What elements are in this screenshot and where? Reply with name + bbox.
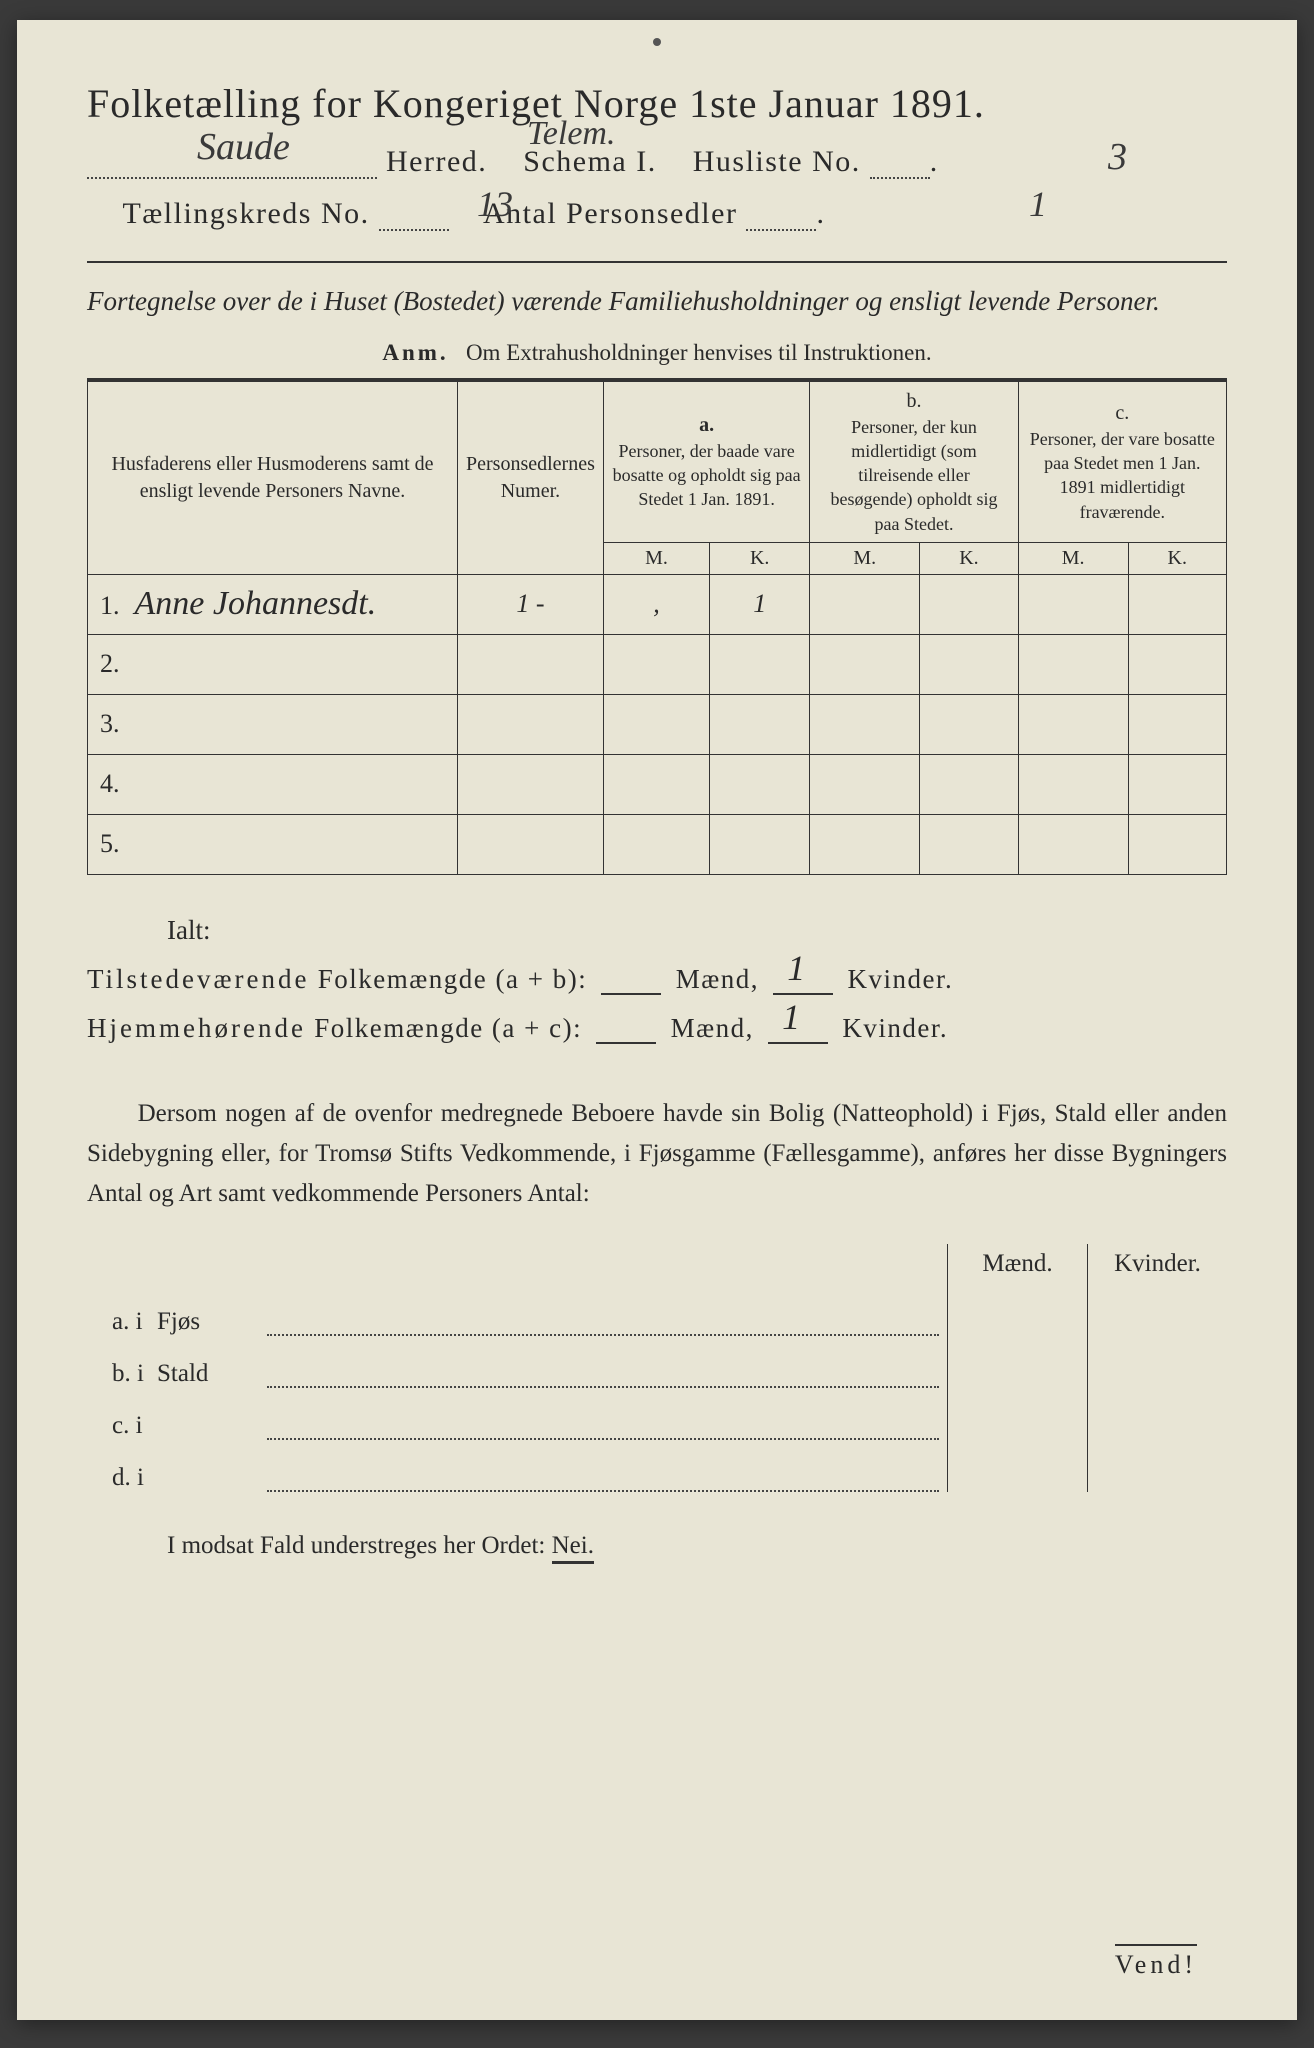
divider bbox=[87, 261, 1227, 263]
col-header-num: Personsedlernes Numer. bbox=[458, 380, 604, 575]
husliste-label: Husliste No. bbox=[693, 145, 861, 178]
modsat-line: I modsat Fald understreges her Ordet: Ne… bbox=[87, 1532, 1227, 1560]
table-row: 2. bbox=[88, 634, 1227, 694]
kreds-label: Tællingskreds No. bbox=[122, 197, 369, 230]
table-row: 4. bbox=[88, 754, 1227, 814]
fortegnelse-text: Fortegnelse over de i Huset (Bostedet) v… bbox=[87, 281, 1227, 322]
cell-ck bbox=[1128, 574, 1226, 634]
building-table: Mænd. Kvinder. a. i Fjøs b. i Stald c. i… bbox=[87, 1244, 1227, 1492]
building-row: b. i Stald bbox=[87, 1336, 1227, 1388]
col-b-m: M. bbox=[810, 542, 920, 574]
herred-label: Herred. bbox=[386, 145, 487, 178]
col-a-m: M. bbox=[603, 542, 709, 574]
col-b-k: K. bbox=[920, 542, 1018, 574]
totals-block: Ialt: Tilstedeværende Folkemængde (a + b… bbox=[87, 915, 1227, 1044]
handwritten-kreds-no: 13 bbox=[477, 183, 513, 225]
census-form-page: Folketælling for Kongeriget Norge 1ste J… bbox=[17, 20, 1297, 2020]
table-row: 3. bbox=[88, 694, 1227, 754]
building-table-header: Mænd. Kvinder. bbox=[87, 1244, 1227, 1284]
header-line-3: Tællingskreds No. Antal Personsedler . bbox=[87, 197, 1227, 231]
col-header-a: a. Personer, der baade vare bosatte og o… bbox=[603, 380, 809, 543]
cell-cm bbox=[1018, 574, 1128, 634]
table-row: 5. bbox=[88, 814, 1227, 874]
handwritten-region: Telem. bbox=[527, 115, 615, 153]
nei-underlined: Nei. bbox=[552, 1532, 594, 1564]
col-kvinder: Kvinder. bbox=[1087, 1244, 1227, 1284]
col-c-m: M. bbox=[1018, 542, 1128, 574]
handwritten-herred: Saude bbox=[197, 125, 290, 169]
col-header-names: Husfaderens eller Husmoderens samt de en… bbox=[88, 380, 458, 575]
total-resident: Hjemmehørende Folkemængde (a + c): Mænd,… bbox=[87, 1013, 1227, 1044]
anm-text: Om Extrahusholdninger henvises til Instr… bbox=[466, 340, 932, 365]
col-a-k: K. bbox=[710, 542, 810, 574]
total-present: Tilstedeværende Folkemængde (a + b): Mæn… bbox=[87, 964, 1227, 995]
cell-bk bbox=[920, 574, 1018, 634]
building-row: d. i bbox=[87, 1440, 1227, 1492]
cell-num: 1 - bbox=[458, 574, 604, 634]
cell-ak: 1 bbox=[710, 574, 810, 634]
ialt-label: Ialt: bbox=[167, 915, 1227, 946]
cell-bm bbox=[810, 574, 920, 634]
vend-label: Vend! bbox=[1115, 1944, 1197, 1980]
building-row: c. i bbox=[87, 1388, 1227, 1440]
annotation-line: Anm. Om Extrahusholdninger henvises til … bbox=[87, 340, 1227, 366]
table-row: 1. Anne Johannesdt. 1 - , 1 bbox=[88, 574, 1227, 634]
handwritten-husliste-no: 3 bbox=[1108, 135, 1127, 179]
handwritten-antal: 1 bbox=[1029, 183, 1047, 225]
anm-label: Anm. bbox=[382, 340, 448, 365]
dersom-paragraph: Dersom nogen af de ovenfor medregnede Be… bbox=[87, 1094, 1227, 1214]
col-maend: Mænd. bbox=[947, 1244, 1087, 1284]
antal-label: Antal Personsedler bbox=[483, 197, 737, 230]
title: Folketælling for Kongeriget Norge 1ste J… bbox=[87, 80, 1227, 127]
col-header-c: c. Personer, der vare bosatte paa Stedet… bbox=[1018, 380, 1226, 543]
header-block: Folketælling for Kongeriget Norge 1ste J… bbox=[87, 80, 1227, 231]
census-table: Husfaderens eller Husmoderens samt de en… bbox=[87, 378, 1227, 875]
col-c-k: K. bbox=[1128, 542, 1226, 574]
col-header-b: b. Personer, der kun midlertidigt (som t… bbox=[810, 380, 1018, 543]
cell-am: , bbox=[603, 574, 709, 634]
building-row: a. i Fjøs bbox=[87, 1284, 1227, 1336]
cell-name: 1. Anne Johannesdt. bbox=[88, 574, 458, 634]
